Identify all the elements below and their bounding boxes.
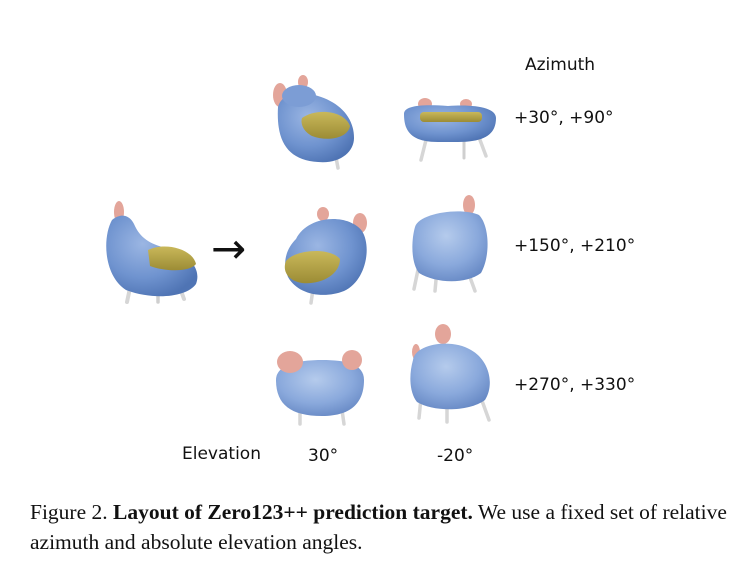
elevation-col-1: 30° — [308, 446, 339, 466]
azimuth-row-3: +270°, +330° — [514, 375, 636, 395]
caption-label: Figure 2. — [30, 500, 108, 524]
view-30-az150-chair — [284, 207, 367, 305]
view-30-az270-chair — [276, 350, 364, 426]
azimuth-row-1: +30°, +90° — [514, 108, 614, 128]
caption-body: We use a fixed set of relative azimuth a… — [30, 500, 727, 554]
arrow-icon: → — [211, 224, 247, 273]
azimuth-header: Azimuth — [525, 55, 596, 75]
caption-title: Layout of Zero123++ prediction target. — [113, 500, 473, 524]
figure-caption: Figure 2. Layout of Zero123++ prediction… — [30, 497, 730, 557]
view-neg20-az90-chair — [404, 98, 496, 162]
elevation-col-2: -20° — [437, 446, 474, 466]
view-neg20-az210-chair — [412, 195, 488, 293]
view-30-az30-chair — [273, 75, 354, 170]
elevation-label: Elevation — [182, 444, 261, 464]
azimuth-row-2: +150°, +210° — [514, 236, 636, 256]
input-chair-image — [106, 201, 198, 304]
view-neg20-az330-chair — [410, 324, 491, 424]
